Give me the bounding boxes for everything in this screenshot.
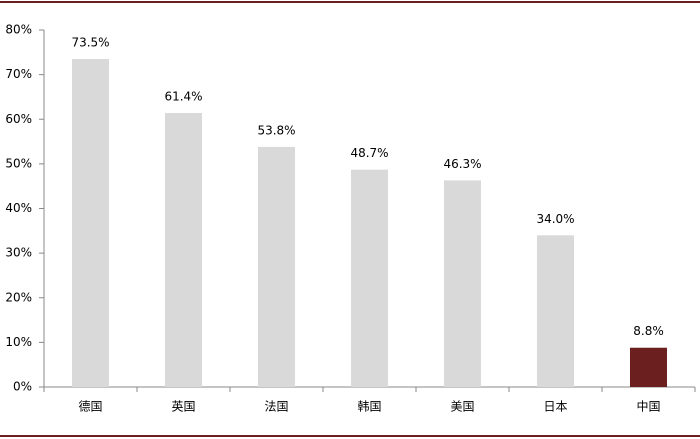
data-label: 48.7%	[350, 146, 388, 160]
y-tick-label: 40%	[5, 201, 32, 215]
bar	[72, 59, 109, 387]
x-tick-label: 英国	[171, 400, 195, 414]
data-label: 53.8%	[257, 123, 295, 137]
x-tick-label: 法国	[264, 400, 288, 414]
y-tick-label: 50%	[5, 156, 32, 170]
x-tick-label: 美国	[450, 400, 474, 414]
bar	[165, 113, 202, 387]
x-tick-label: 德国	[78, 399, 102, 414]
x-tick-label: 日本	[543, 400, 567, 414]
x-tick-label: 中国	[636, 399, 660, 414]
bar	[351, 169, 388, 387]
bar	[444, 180, 481, 387]
y-tick-label: 30%	[5, 246, 32, 260]
x-tick-label: 韩国	[357, 399, 381, 414]
bar	[630, 347, 667, 387]
bar	[537, 235, 574, 387]
data-label: 8.8%	[633, 324, 664, 338]
y-tick-label: 10%	[5, 335, 32, 349]
y-tick-label: 0%	[13, 380, 32, 394]
data-label: 46.3%	[443, 157, 481, 171]
y-tick-label: 70%	[5, 67, 32, 81]
y-tick-label: 80%	[5, 23, 32, 37]
data-label: 73.5%	[71, 36, 109, 50]
data-label: 61.4%	[164, 90, 202, 104]
y-tick-label: 20%	[5, 290, 32, 304]
data-label: 34.0%	[536, 212, 574, 226]
bar	[258, 146, 295, 387]
y-tick-label: 60%	[5, 112, 32, 126]
